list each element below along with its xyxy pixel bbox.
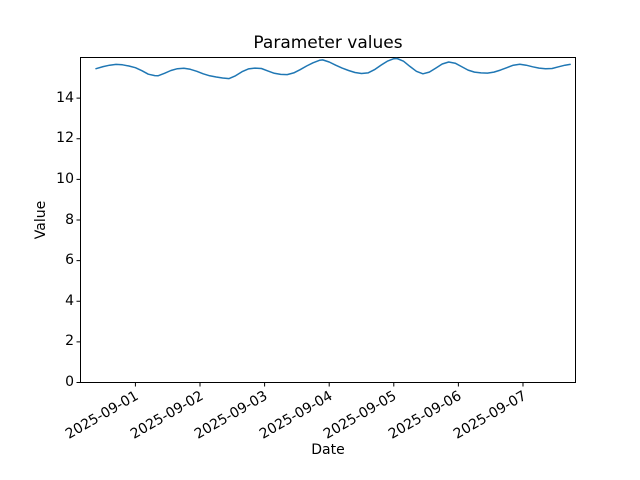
y-tick-label: 12 (56, 130, 74, 147)
x-axis-label: Date (311, 442, 345, 458)
y-tick-label: 14 (56, 89, 74, 106)
y-tick-label: 6 (65, 252, 74, 269)
series-line (95, 57, 571, 80)
chart-title: Parameter values (253, 33, 403, 53)
y-tick-label: 8 (65, 211, 74, 228)
y-tick-label: 10 (56, 170, 74, 187)
y-tick-label: 2 (65, 333, 74, 350)
y-tick-label: 4 (65, 292, 74, 309)
axes-frame (80, 57, 576, 383)
y-tick-label: 0 (65, 374, 74, 390)
